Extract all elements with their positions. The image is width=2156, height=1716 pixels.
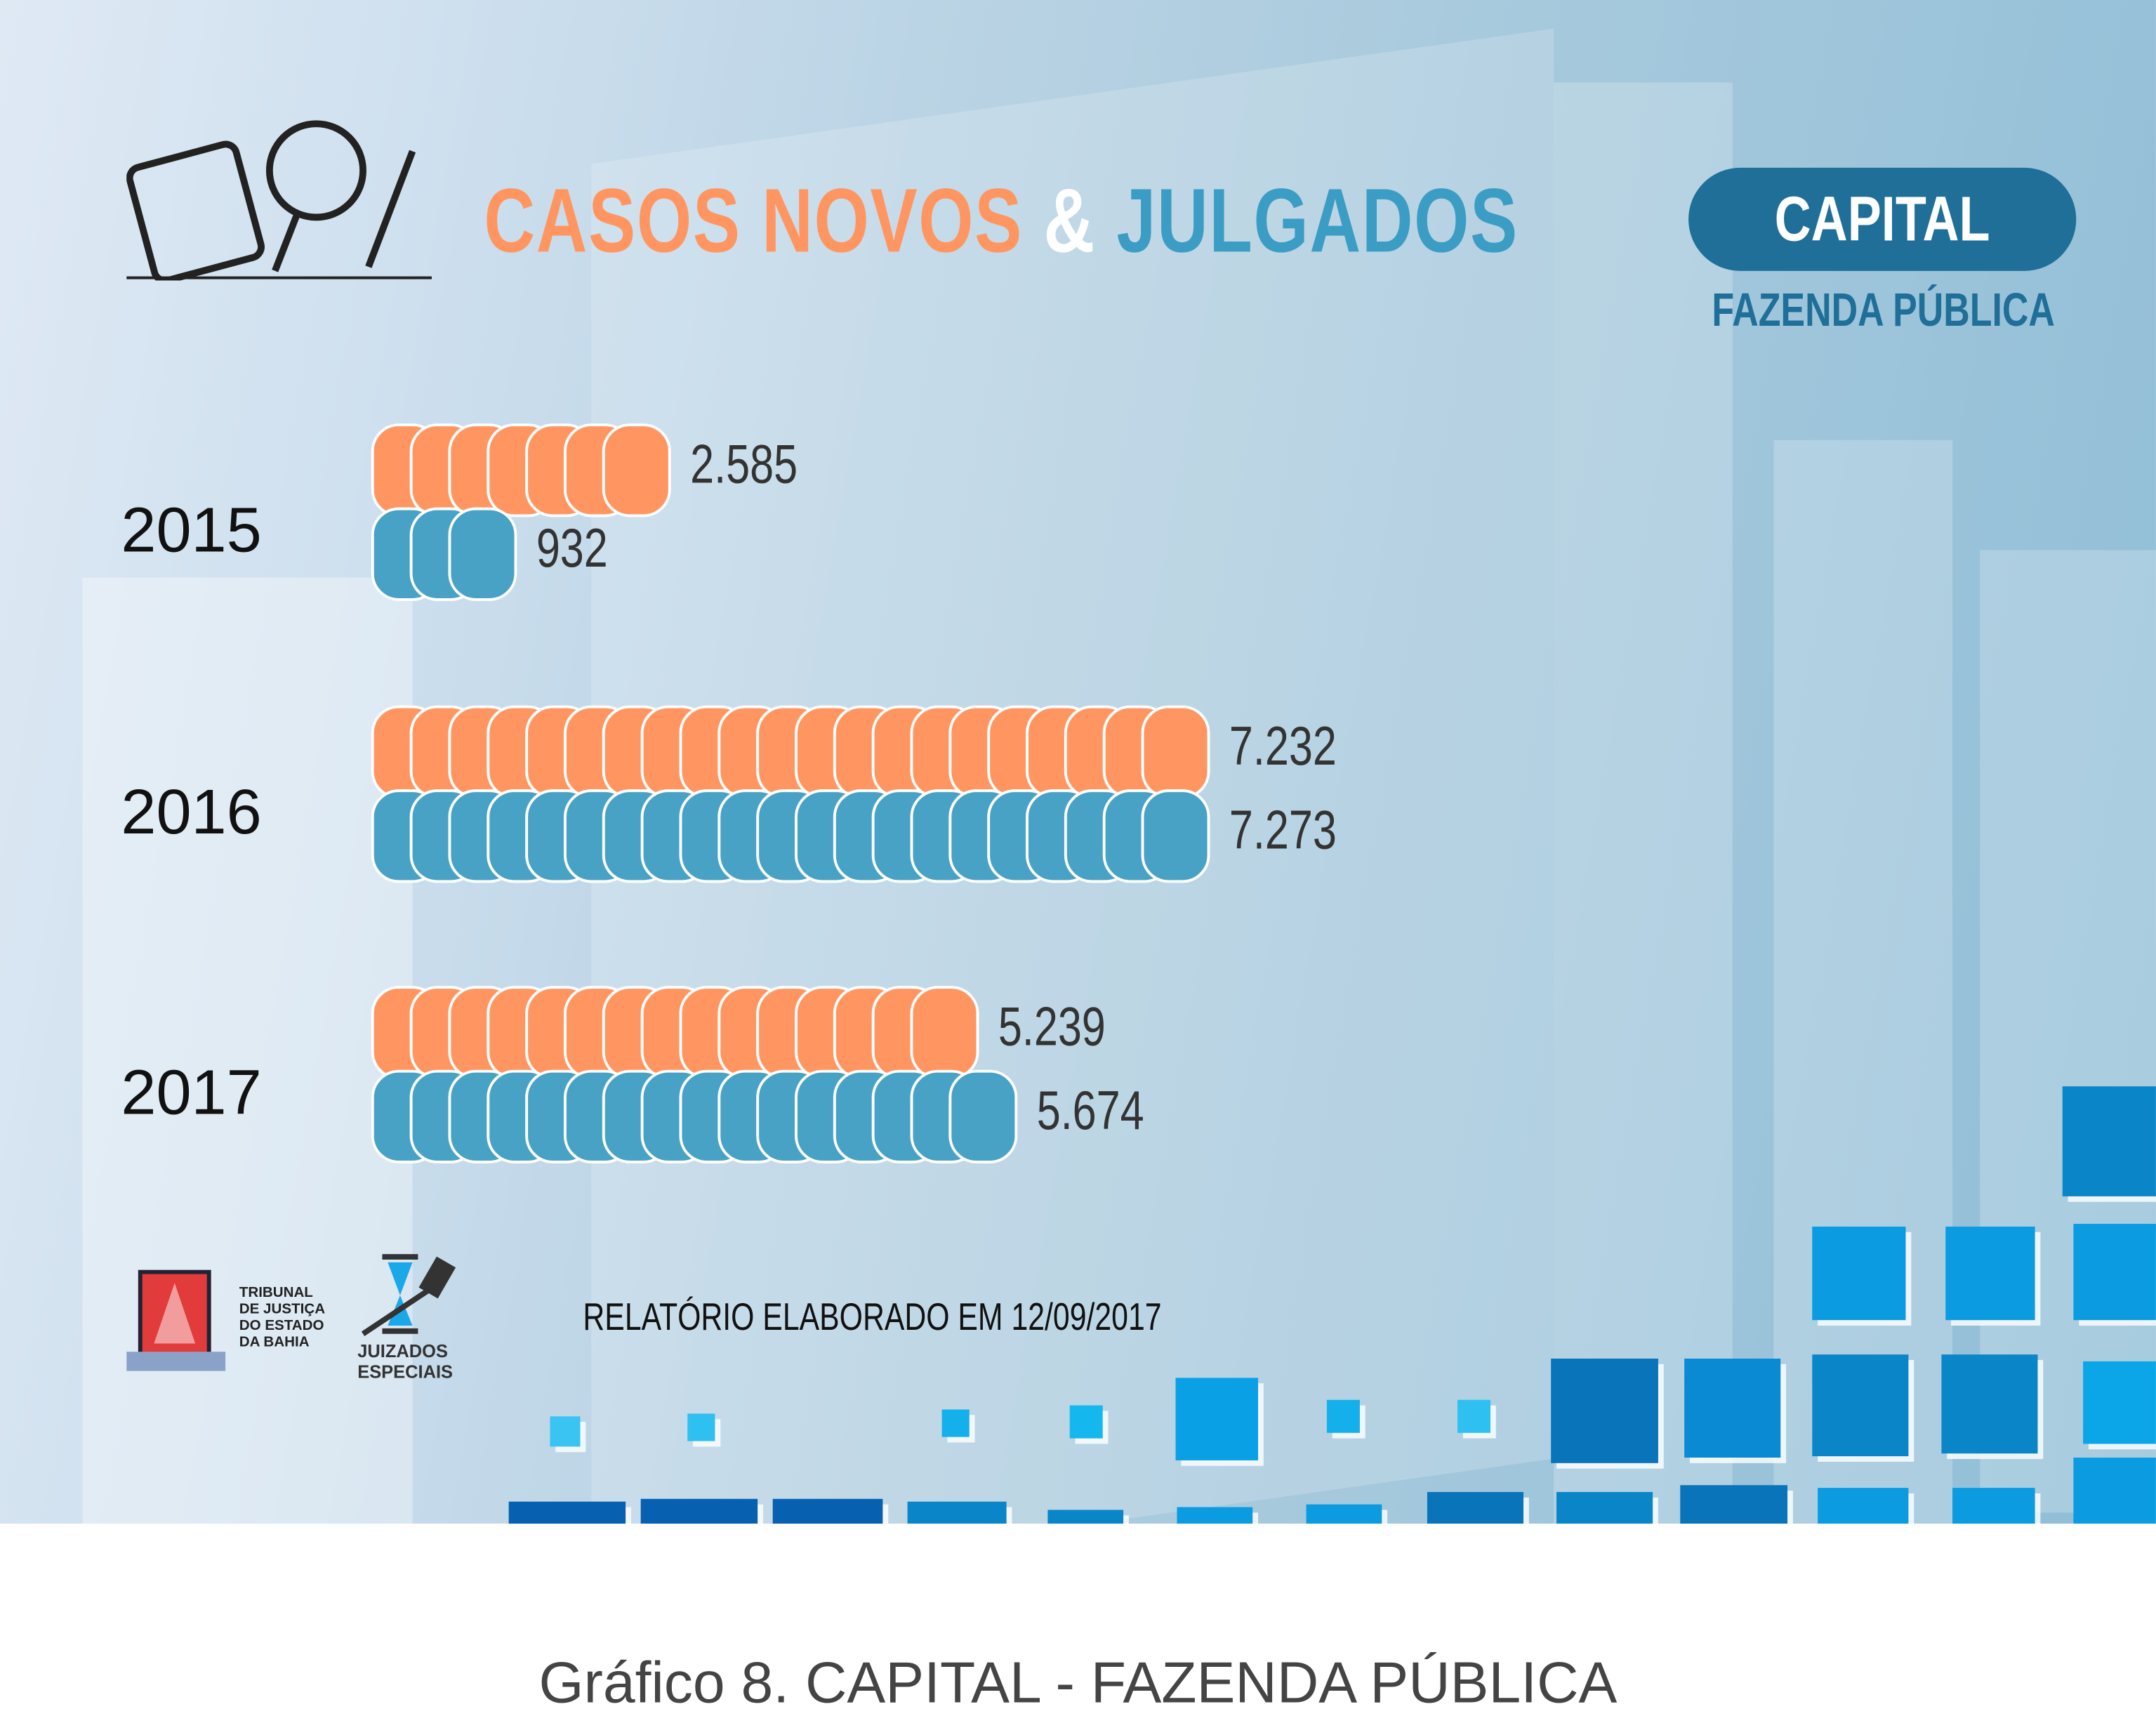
bar-token (602, 423, 671, 517)
capital-badge: CAPITAL (1688, 167, 2077, 271)
value-label: 5.239 (998, 996, 1106, 1058)
decorative-square (1818, 1488, 1909, 1524)
decorative-square (1326, 1399, 1360, 1433)
value-label: 5.674 (1036, 1081, 1144, 1142)
decorative-square (1941, 1354, 2038, 1454)
title-casos-novos: CASOS NOVOS (484, 169, 1023, 271)
tools-icon (126, 113, 432, 284)
decorative-square (1175, 1378, 1259, 1460)
bar-token (448, 507, 517, 601)
decorative-square (1556, 1491, 1653, 1524)
report-date: RELATÓRIO ELABORADO EM 12/09/2017 (583, 1295, 1162, 1338)
decorative-square (2083, 1361, 2156, 1444)
decorative-square (2062, 1086, 2156, 1196)
decorative-square (1306, 1504, 1382, 1524)
decorative-square (1952, 1488, 2035, 1524)
decorative-square (1812, 1354, 1909, 1457)
decorative-square (2073, 1458, 2156, 1524)
value-label: 2.585 (690, 434, 798, 496)
decorative-square (508, 1501, 626, 1524)
decorative-square (1812, 1226, 1906, 1321)
decorative-square (1047, 1510, 1124, 1524)
year-label: 2016 (121, 775, 262, 847)
bar-token (948, 1069, 1018, 1163)
decorative-square (687, 1413, 715, 1441)
year-label: 2015 (121, 494, 262, 565)
decorative-square (1457, 1399, 1491, 1433)
figure-caption: Gráfico 8. CAPITAL - FAZENDA PÚBLICA (538, 1650, 1618, 1715)
decorative-square (1551, 1358, 1658, 1463)
bar-token (910, 986, 979, 1080)
bar-token (1141, 705, 1210, 799)
decorative-square (941, 1409, 970, 1437)
decorative-square (2073, 1224, 2156, 1321)
decorative-square (1684, 1358, 1781, 1458)
hourglass-gavel-icon (360, 1251, 478, 1339)
decorative-square (1680, 1485, 1788, 1524)
title-ampersand: & (1043, 169, 1096, 271)
tribunal-label: TRIBUNAL DE JUSTIÇA DO ESTADO DA BAHIA (239, 1284, 326, 1351)
decorative-square (1427, 1491, 1524, 1524)
subtitle: FAZENDA PÚBLICA (1712, 284, 2055, 337)
chart-title: CASOS NOVOS & JULGADOS (484, 168, 1810, 272)
decorative-square (1177, 1507, 1253, 1524)
bar-token (1141, 789, 1210, 883)
decorative-square (772, 1498, 883, 1524)
value-label: 7.232 (1229, 716, 1337, 777)
decorative-square (907, 1501, 1007, 1524)
title-julgados: JULGADOS (1116, 169, 1519, 271)
value-label: 7.273 (1229, 800, 1337, 862)
tjba-crest-icon (126, 1244, 226, 1389)
decorative-square (550, 1416, 581, 1447)
year-label: 2017 (121, 1056, 262, 1128)
juizados-label: JUIZADOS ESPECIAIS (357, 1340, 454, 1382)
decorative-square (640, 1498, 758, 1524)
decorative-square (1069, 1405, 1103, 1439)
value-label: 932 (536, 518, 608, 579)
decorative-square (1945, 1226, 2035, 1321)
